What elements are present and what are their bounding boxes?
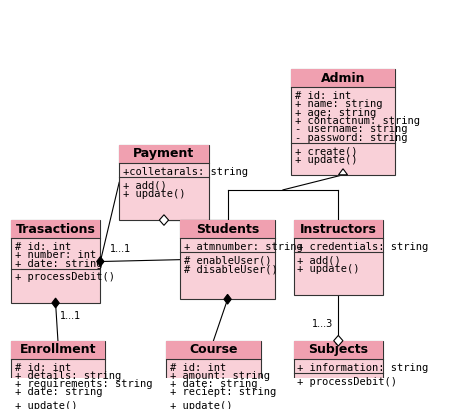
Text: + create(): + create() — [295, 146, 357, 157]
Text: 1...1: 1...1 — [60, 310, 82, 321]
Text: + requirements: string: + requirements: string — [15, 379, 152, 389]
Text: Payment: Payment — [133, 147, 195, 160]
Text: Enrollment: Enrollment — [20, 343, 96, 356]
FancyBboxPatch shape — [293, 220, 383, 238]
Text: + contactnum: string: + contactnum: string — [295, 116, 420, 126]
FancyBboxPatch shape — [11, 220, 100, 238]
Text: + update(): + update() — [297, 264, 360, 274]
FancyBboxPatch shape — [293, 341, 383, 409]
Text: + credentials: string: + credentials: string — [297, 242, 428, 252]
Text: + date: string: + date: string — [15, 258, 102, 269]
Text: - username: string: - username: string — [295, 124, 408, 134]
FancyBboxPatch shape — [291, 69, 395, 88]
Polygon shape — [334, 335, 343, 346]
Text: Instructors: Instructors — [300, 222, 377, 236]
Text: Course: Course — [189, 343, 237, 356]
Text: 1...3: 1...3 — [312, 319, 334, 329]
Text: # enableUser(): # enableUser() — [184, 256, 272, 266]
FancyBboxPatch shape — [181, 220, 275, 299]
FancyBboxPatch shape — [291, 69, 395, 175]
Text: +colletarals: string: +colletarals: string — [123, 166, 248, 177]
Text: + amount: string: + amount: string — [170, 371, 270, 381]
Text: + date: string: + date: string — [170, 379, 257, 389]
Text: 1...1: 1...1 — [110, 244, 131, 254]
Text: + update(): + update() — [295, 155, 357, 165]
FancyBboxPatch shape — [166, 341, 261, 409]
Text: # id: int: # id: int — [15, 362, 71, 373]
FancyBboxPatch shape — [293, 341, 383, 359]
Polygon shape — [224, 294, 231, 304]
Text: + details: string: + details: string — [15, 371, 121, 381]
FancyBboxPatch shape — [181, 220, 275, 238]
Text: + processDebit(): + processDebit() — [297, 377, 397, 387]
FancyBboxPatch shape — [11, 341, 105, 359]
Text: # disableUser(): # disableUser() — [184, 264, 278, 274]
Text: Trasactions: Trasactions — [16, 222, 96, 236]
Text: + age: string: + age: string — [295, 108, 376, 118]
Text: Students: Students — [196, 222, 259, 236]
Text: Subjects: Subjects — [308, 343, 368, 356]
Text: + add(): + add() — [297, 256, 341, 266]
Text: + update(): + update() — [123, 189, 185, 199]
Polygon shape — [163, 381, 170, 391]
Polygon shape — [338, 169, 347, 175]
Polygon shape — [97, 256, 104, 266]
Text: + number: int: + number: int — [15, 250, 96, 260]
FancyBboxPatch shape — [119, 145, 209, 220]
FancyBboxPatch shape — [293, 220, 383, 295]
Text: Admin: Admin — [321, 72, 365, 85]
Text: # id: int: # id: int — [15, 242, 71, 252]
FancyBboxPatch shape — [11, 341, 105, 409]
Text: + atmnumber: string: + atmnumber: string — [184, 242, 303, 252]
Text: + update(): + update() — [170, 401, 233, 409]
Text: + information: string: + information: string — [297, 362, 428, 373]
Text: # id: int: # id: int — [295, 91, 351, 101]
Text: + reciept: string: + reciept: string — [170, 387, 276, 398]
Text: + date: string: + date: string — [15, 387, 102, 398]
Text: + update(): + update() — [15, 401, 77, 409]
Text: + name: string: + name: string — [295, 99, 383, 110]
Polygon shape — [159, 215, 169, 225]
FancyBboxPatch shape — [166, 341, 261, 359]
Polygon shape — [52, 298, 59, 308]
Text: # id: int: # id: int — [170, 362, 227, 373]
Text: + processDebit(): + processDebit() — [15, 272, 115, 283]
Text: - password: string: - password: string — [295, 133, 408, 143]
FancyBboxPatch shape — [11, 220, 100, 303]
FancyBboxPatch shape — [119, 145, 209, 163]
Text: + add(): + add() — [123, 180, 167, 191]
